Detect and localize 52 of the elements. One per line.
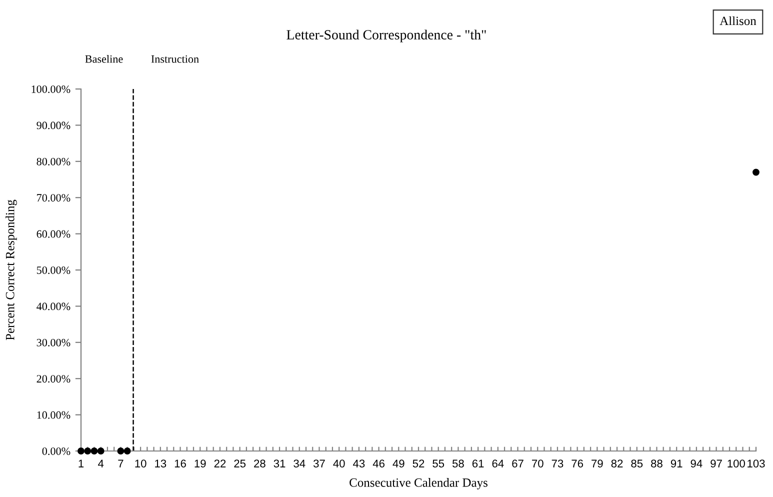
x-tick-label: 58 — [452, 460, 464, 468]
x-tick-label: 43 — [353, 460, 365, 468]
x-tick-label: 28 — [254, 460, 266, 468]
x-axis-title: Consecutive Calendar Days — [350, 478, 488, 490]
y-tick-label: 40.00% — [36, 302, 70, 310]
x-tick-label: 31 — [274, 460, 286, 468]
y-tick-label: 10.00% — [37, 411, 70, 419]
x-tick-label: 88 — [651, 460, 662, 468]
x-tick-label: 46 — [372, 460, 384, 468]
y-tick-label: 90.00% — [36, 122, 70, 130]
x-tick-label: 19 — [194, 460, 206, 468]
x-tick-label: 40 — [333, 460, 345, 468]
x-tick-label: 22 — [214, 460, 226, 468]
x-tick-label: 67 — [512, 460, 524, 468]
x-tick-label: 79 — [592, 460, 603, 468]
x-tick-label: 52 — [412, 460, 424, 468]
x-tick-label: 10 — [135, 460, 146, 468]
x-tick-label: 100 — [728, 460, 745, 468]
y-tick-label: 70.00% — [37, 194, 70, 202]
x-tick-label: 61 — [472, 460, 484, 468]
text: Baseline — [85, 54, 123, 63]
text: Allison — [720, 16, 756, 26]
x-tick-label: 13 — [155, 460, 166, 468]
x-tick-label: 4 — [98, 460, 104, 468]
chart-title: Letter-Sound Correspondence - "th" — [286, 30, 486, 42]
x-tick-label: 49 — [392, 460, 404, 468]
x-tick-label: 1 — [78, 460, 84, 468]
x-tick-label: 34 — [294, 460, 306, 468]
y-tick-label: 60.00% — [36, 230, 70, 238]
x-tick-label: 64 — [492, 460, 504, 468]
x-tick-label: 55 — [432, 460, 444, 468]
y-axis-title: Percent Correct Responding — [6, 200, 17, 340]
y-tick-label: 80.00% — [36, 158, 70, 166]
x-tick-label: 94 — [690, 460, 702, 468]
x-tick-label: 91 — [670, 460, 682, 468]
x-tick-label: 82 — [611, 460, 623, 468]
x-tick-label: 76 — [572, 460, 584, 468]
y-tick-label: 20.00% — [36, 375, 70, 383]
y-tick-label: 50.00% — [36, 266, 70, 274]
x-tick-label: 25 — [234, 460, 246, 468]
x-tick-label: 103 — [748, 460, 765, 468]
x-tick-label: 7 — [118, 460, 124, 468]
y-tick-label: 30.00% — [36, 338, 70, 346]
x-tick-label: 85 — [631, 460, 643, 468]
x-tick-label: 16 — [174, 460, 186, 468]
x-tick-label: 73 — [552, 460, 564, 468]
text: Instruction — [151, 55, 199, 63]
x-tick-label: 37 — [313, 460, 325, 468]
x-tick-label: 70 — [532, 460, 544, 468]
y-tick-label: 0.00% — [42, 447, 70, 456]
x-tick-label: 97 — [710, 460, 722, 468]
y-tick-label: 100.00% — [32, 85, 70, 94]
